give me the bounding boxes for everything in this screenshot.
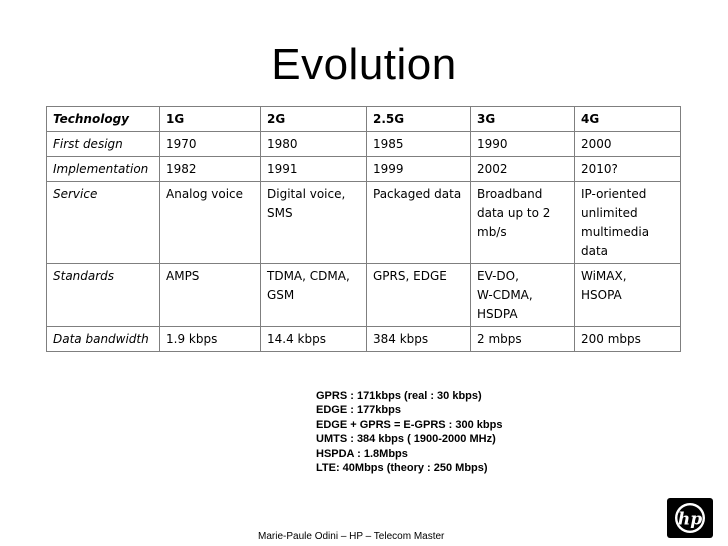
table-cell: Digital voice, SMS [260, 181, 367, 264]
hp-logo-icon: hp [667, 498, 713, 538]
header-cell: 2G [260, 106, 367, 132]
cell-line: multimedia [581, 225, 650, 239]
cell-line: IP-oriented [581, 187, 647, 201]
cell-line: Digital voice, [267, 187, 346, 201]
table-cell: 1999 [366, 156, 471, 182]
footer-text: Marie-Paule Odini – HP – Telecom Master [258, 531, 445, 542]
table-cell: 1970 [159, 131, 261, 157]
cell-line: 1985 [373, 137, 404, 151]
table-cell: 14.4 kbps [260, 326, 367, 352]
cell-line: 2000 [581, 137, 612, 151]
cell-line: 1.9 kbps [166, 332, 218, 346]
table-cell: GPRS, EDGE [366, 263, 471, 327]
note-line: EDGE + GPRS = E-GPRS : 300 kbps [316, 418, 503, 431]
cell-line: GSM [267, 288, 295, 302]
cell-line: 2 mbps [477, 332, 522, 346]
table-cell: 1980 [260, 131, 367, 157]
table-row: Service Analog voice Digital voice, SMS Pack… [46, 181, 681, 264]
table-cell: 2 mbps [470, 326, 575, 352]
table-cell: Analog voice [159, 181, 261, 264]
cell-line: W-CDMA, [477, 288, 533, 302]
table-cell: 384 kbps [366, 326, 471, 352]
cell-line: unlimited [581, 206, 638, 220]
cell-line: 14.4 kbps [267, 332, 326, 346]
cell-line: data up to 2 [477, 206, 551, 220]
evolution-table: Technology 1G 2G 2.5G 3G 4G First design… [46, 106, 681, 352]
page-title: Evolution [271, 40, 457, 89]
note-line: GPRS : 171kbps (real : 30 kbps) [316, 390, 482, 402]
cell-line: 1970 [166, 137, 197, 151]
header-cell: 3G [470, 106, 575, 132]
table-cell: 2000 [574, 131, 681, 157]
table-cell: 1982 [159, 156, 261, 182]
table-cell: 2010? [574, 156, 681, 182]
cell-line: GPRS, EDGE [373, 269, 447, 283]
table-cell: 200 mbps [574, 326, 681, 352]
cell-line: 2002 [477, 162, 508, 176]
header-cell: Technology [46, 106, 160, 132]
cell-line: Broadband [477, 187, 543, 201]
cell-line: 1980 [267, 137, 298, 151]
table-row: Implementation 1982 1991 1999 2002 2010? [46, 156, 681, 182]
cell-line: TDMA, CDMA, [267, 269, 350, 283]
table-cell: 1991 [260, 156, 367, 182]
bandwidth-notes: GPRS : 171kbps (real : 30 kbps) EDGE : 1… [316, 389, 502, 475]
note-line: LTE: 40Mbps (theory : 250 Mbps) [316, 462, 488, 475]
cell-line: 1999 [373, 162, 404, 176]
table-cell: EV-DO, W-CDMA, HSDPA [470, 263, 575, 327]
row-label: Implementation [46, 156, 160, 182]
cell-line: 1991 [267, 162, 298, 176]
cell-line: HSOPA [581, 288, 622, 302]
cell-line: 1982 [166, 162, 197, 176]
note-line: UMTS : 384 kbps ( 1900-2000 MHz) [316, 433, 496, 446]
cell-line: data [581, 244, 609, 258]
table-cell: Broadband data up to 2 mb/s [470, 181, 575, 264]
row-label: First design [46, 131, 160, 157]
table-cell: IP-oriented unlimited multimedia data [574, 181, 681, 264]
header-cell: 2.5G [366, 106, 471, 132]
cell-line: EV-DO, [477, 269, 519, 283]
table-cell: 1.9 kbps [159, 326, 261, 352]
table-cell: WiMAX, HSOPA [574, 263, 681, 327]
table-cell: 2002 [470, 156, 575, 182]
note-line: HSPDA : 1.8Mbps [316, 447, 408, 460]
table-cell: 1985 [366, 131, 471, 157]
table-cell: Packaged data [366, 181, 471, 264]
header-cell: 1G [159, 106, 261, 132]
row-label: Data bandwidth [46, 326, 160, 352]
table-cell: AMPS [159, 263, 261, 327]
cell-line: HSDPA [477, 307, 518, 321]
cell-line: SMS [267, 206, 293, 220]
note-line: EDGE : 177kbps [316, 404, 401, 417]
cell-line: 200 mbps [581, 332, 641, 346]
table-row: Data bandwidth 1.9 kbps 14.4 kbps 384 kbps 2… [46, 326, 681, 352]
cell-line: AMPS [166, 269, 200, 283]
cell-line: 2010? [581, 162, 618, 176]
cell-line: Analog voice [166, 187, 244, 201]
table-row: First design 1970 1980 1985 1990 2000 [46, 131, 681, 157]
cell-line: 1990 [477, 137, 508, 151]
cell-line: Packaged data [373, 187, 462, 201]
row-label: Service [46, 181, 160, 264]
table-row: Standards AMPS TDMA, CDMA, GSM GPRS, EDGE EV-… [46, 263, 681, 327]
table-cell: 1990 [470, 131, 575, 157]
table-cell: TDMA, CDMA, GSM [260, 263, 367, 327]
svg-text:hp: hp [678, 510, 702, 530]
cell-line: mb/s [477, 225, 507, 239]
cell-line: WiMAX, [581, 269, 627, 283]
row-label: Standards [46, 263, 160, 327]
table-header-row: Technology 1G 2G 2.5G 3G 4G [46, 106, 681, 132]
cell-line: 384 kbps [373, 332, 429, 346]
header-cell: 4G [574, 106, 681, 132]
